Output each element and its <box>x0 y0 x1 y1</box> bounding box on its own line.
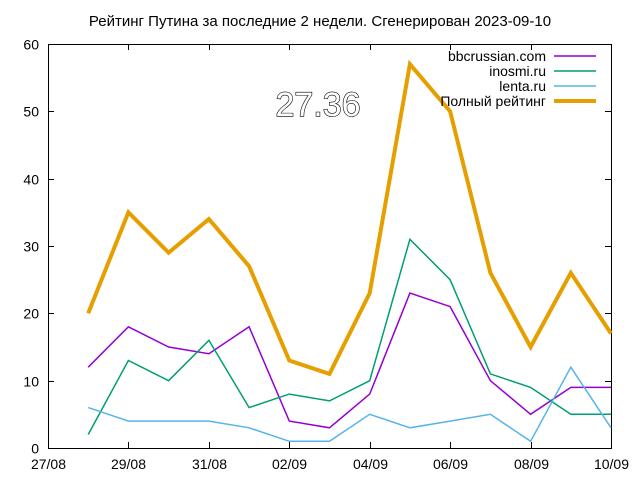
x-tick-label: 04/09 <box>353 456 388 472</box>
x-tick-label: 29/08 <box>111 456 146 472</box>
x-axis: 27/08 29/08 31/08 02/09 04/09 06/09 08/09 10/09 <box>31 44 629 472</box>
x-tick-label: 31/08 <box>192 456 227 472</box>
series-line <box>87 237 611 435</box>
series-line <box>86 59 613 377</box>
y-tick-label: 20 <box>23 306 39 322</box>
overlay-value: 27.36 <box>275 86 360 124</box>
chart-title: Рейтинг Путина за последние 2 недели. Сг… <box>89 13 551 30</box>
x-tick-label: 10/09 <box>594 456 629 472</box>
legend-label: inosmi.ru <box>489 63 546 79</box>
legend-label: lenta.ru <box>499 78 546 94</box>
y-tick-label: 10 <box>23 374 39 390</box>
legend-label: Полный рейтинг <box>440 93 546 109</box>
series-lines <box>86 59 613 443</box>
y-tick-label: 40 <box>23 172 39 188</box>
x-tick-label: 06/09 <box>433 456 468 472</box>
y-tick-label: 0 <box>31 441 39 457</box>
legend-label: bbcrussian.com <box>448 48 546 64</box>
series-line <box>87 365 612 443</box>
x-tick-label: 08/09 <box>514 456 549 472</box>
y-tick-label: 30 <box>23 239 39 255</box>
y-tick-label: 50 <box>23 104 39 120</box>
y-tick-label: 60 <box>23 37 39 53</box>
x-tick-label: 02/09 <box>272 456 307 472</box>
x-tick-label: 27/08 <box>31 456 66 472</box>
series-line <box>87 292 611 429</box>
y-axis: 0 10 20 30 40 50 60 <box>23 37 611 457</box>
